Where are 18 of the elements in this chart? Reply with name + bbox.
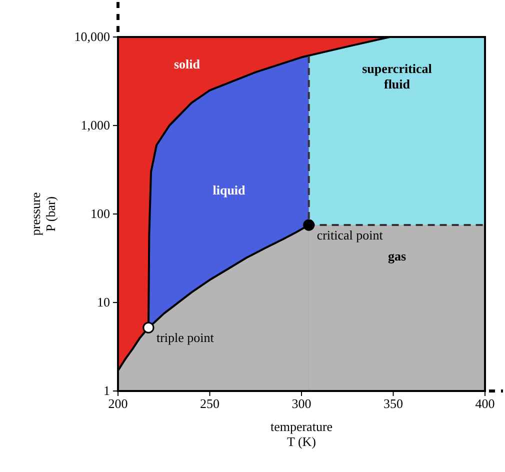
- y-tick-label: 10: [97, 294, 110, 310]
- y-tick-label: 10,000: [74, 29, 110, 44]
- y-tick-label: 100: [90, 206, 110, 222]
- x-tick-label: 200: [108, 396, 128, 412]
- x-tick-label: 350: [384, 396, 403, 412]
- annotation: critical point: [316, 228, 384, 243]
- series-label: solid: [174, 56, 201, 72]
- series-label: gas: [388, 248, 406, 264]
- series-label: liquid: [212, 182, 246, 198]
- x-axis-title: temperature T (K): [270, 419, 333, 449]
- x-tick-label: 300: [292, 396, 312, 412]
- y-tick-label: 1: [104, 383, 110, 398]
- series-label: supercritical fluid: [362, 60, 432, 92]
- y-tick-label: 1,000: [80, 118, 110, 133]
- y-axis-title: pressure P (bar): [28, 192, 58, 236]
- x-tick-label: 400: [475, 396, 495, 412]
- x-tick-label: 250: [200, 396, 220, 412]
- annotation: triple point: [156, 330, 214, 346]
